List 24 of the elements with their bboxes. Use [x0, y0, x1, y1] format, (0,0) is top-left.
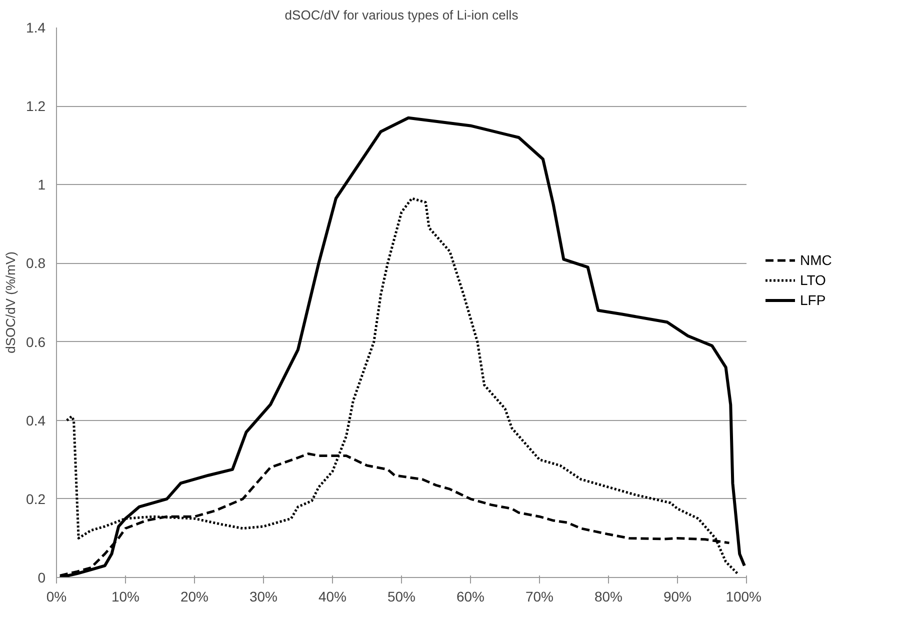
- y-tick-label: 0: [38, 570, 46, 586]
- x-tick-label: 70%: [525, 588, 554, 604]
- x-tick-label: 30%: [249, 588, 278, 604]
- chart-title: dSOC/dV for various types of Li-ion cells: [284, 8, 519, 22]
- legend-label: NMC: [800, 252, 833, 268]
- x-tick-label: 20%: [180, 588, 209, 604]
- x-tick-label: 90%: [663, 588, 692, 604]
- x-tick-label: 40%: [318, 588, 347, 604]
- legend-label: LTO: [800, 272, 827, 288]
- y-axis-title: dSOC/dV (%/mV): [3, 252, 18, 354]
- y-tick-label: 1: [38, 176, 46, 193]
- y-tick-label: 0.4: [26, 412, 46, 428]
- x-tick-label: 80%: [594, 588, 623, 604]
- x-tick-label: 50%: [387, 588, 416, 604]
- x-tick-label: 60%: [456, 588, 485, 604]
- x-tick-label: 10%: [111, 588, 140, 604]
- y-tick-label: 1.2: [26, 98, 46, 114]
- y-tick-label: 1.4: [26, 20, 46, 36]
- y-tick-label: 0.2: [26, 490, 46, 507]
- x-tick-label: 100%: [726, 588, 762, 604]
- x-tick-label: 0%: [46, 588, 67, 604]
- legend-label: LFP: [800, 292, 827, 308]
- y-tick-label: 0.6: [26, 334, 46, 350]
- y-tick-label: 0.8: [26, 255, 46, 272]
